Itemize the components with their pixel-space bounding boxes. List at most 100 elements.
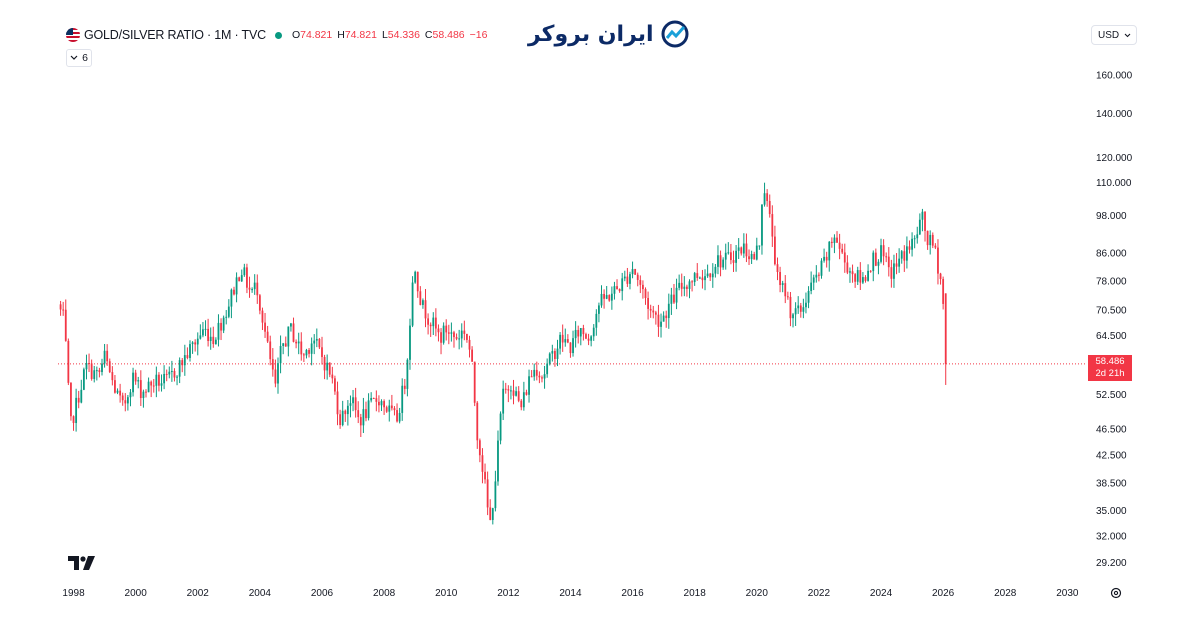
candle-body [649, 308, 652, 311]
bar-countdown: 2d 21h [1095, 368, 1125, 379]
candle-body [541, 377, 543, 379]
candle-body [730, 252, 732, 261]
candle-body [579, 328, 582, 337]
price-tick-label: 140.000 [1096, 109, 1133, 120]
candle-body [657, 314, 660, 327]
broker-logo: ایران بروکر [528, 18, 690, 50]
candle-body [634, 269, 637, 275]
candle-body [722, 259, 725, 268]
time-tick-label: 2012 [497, 588, 520, 599]
candle-body [471, 349, 474, 362]
candle-body [714, 266, 717, 274]
candle-body [378, 401, 380, 406]
price-axis[interactable]: 160.000 140.000 120.000 110.000 98.000 86.000… [1096, 71, 1133, 569]
candle-body [186, 355, 189, 358]
candle-body [556, 348, 559, 359]
candle-body [931, 234, 934, 246]
indicators-toggle-button[interactable]: 6 [66, 49, 92, 67]
candle-body [450, 332, 453, 334]
candle-body [183, 355, 186, 366]
candle-body [613, 286, 616, 294]
time-axis[interactable]: 1998 2000 2002 2004 2006 2008 2010 2012 2014 2016… [62, 588, 1079, 599]
candle-body [623, 276, 626, 279]
candle-body [538, 375, 541, 378]
candle-body [921, 211, 924, 220]
candle-body [861, 277, 864, 283]
candle-body [121, 395, 124, 401]
candle-body [383, 401, 386, 408]
candle-body [95, 370, 98, 372]
candle-body [442, 325, 445, 343]
price-tick-label: 29.200 [1096, 558, 1127, 569]
change-value: −16 [469, 29, 488, 41]
ohlc-low: L54.336 [381, 29, 420, 41]
settings-gear-icon[interactable] [1109, 586, 1123, 600]
us-flag-icon [66, 28, 80, 42]
candle-body [432, 317, 435, 327]
candle-body [160, 383, 163, 386]
candle-body [385, 407, 388, 412]
chevron-down-icon [70, 55, 78, 60]
candle-body [515, 391, 518, 396]
candle-body [807, 290, 810, 303]
candle-body [59, 304, 62, 310]
candle-body [484, 471, 486, 480]
candle-body [137, 380, 140, 382]
candle-body [108, 361, 111, 373]
candle-body [802, 307, 805, 312]
candle-body [561, 334, 564, 343]
candle-body [274, 369, 277, 384]
tradingview-logo-icon[interactable] [68, 556, 96, 574]
price-tick-label: 42.500 [1096, 450, 1127, 461]
candle-body [310, 343, 313, 354]
candle-body [608, 295, 611, 301]
price-tick-label: 86.000 [1096, 248, 1127, 259]
candle-body [934, 245, 937, 248]
candle-body [225, 316, 228, 318]
candle-body [688, 281, 691, 289]
candle-body [173, 370, 176, 378]
candle-body [750, 253, 753, 260]
candle-body [230, 289, 233, 307]
currency-select[interactable]: USD [1091, 25, 1137, 45]
candle-body [302, 354, 305, 356]
candle-body [833, 237, 836, 244]
time-tick-label: 2020 [746, 588, 769, 599]
candle-body [150, 381, 153, 386]
candle-body [598, 305, 600, 314]
time-tick-label: 2014 [559, 588, 582, 599]
candle-body [238, 277, 241, 282]
candle-body [129, 392, 132, 398]
candle-body [937, 247, 939, 274]
candle-body [618, 289, 621, 292]
candle-body [331, 374, 334, 379]
candle-body [818, 274, 820, 276]
candle-body [227, 306, 230, 317]
candle-body [781, 283, 784, 285]
candle-body [895, 263, 898, 267]
candle-body [825, 256, 828, 261]
candle-body [670, 294, 673, 304]
candle-body [566, 339, 569, 343]
candle-body [486, 479, 489, 508]
symbol-title[interactable]: GOLD/SILVER RATIO · 1M · TVC [84, 28, 266, 42]
candle-body [170, 370, 173, 372]
candle-body [678, 282, 681, 288]
candle-body [823, 256, 825, 261]
candle-body [742, 243, 745, 254]
candle-body [349, 403, 352, 406]
candle-body [82, 369, 85, 390]
candle-body [336, 391, 339, 415]
candle-body [525, 392, 528, 395]
candle-body [497, 440, 499, 482]
candle-body [473, 361, 476, 403]
candle-body [106, 350, 109, 362]
candle-body [911, 238, 913, 250]
candle-body [652, 310, 655, 313]
candle-body [792, 314, 794, 319]
candle-body [271, 359, 274, 370]
candle-body [830, 241, 833, 244]
time-tick-label: 2026 [932, 588, 955, 599]
candle-body [380, 401, 383, 406]
